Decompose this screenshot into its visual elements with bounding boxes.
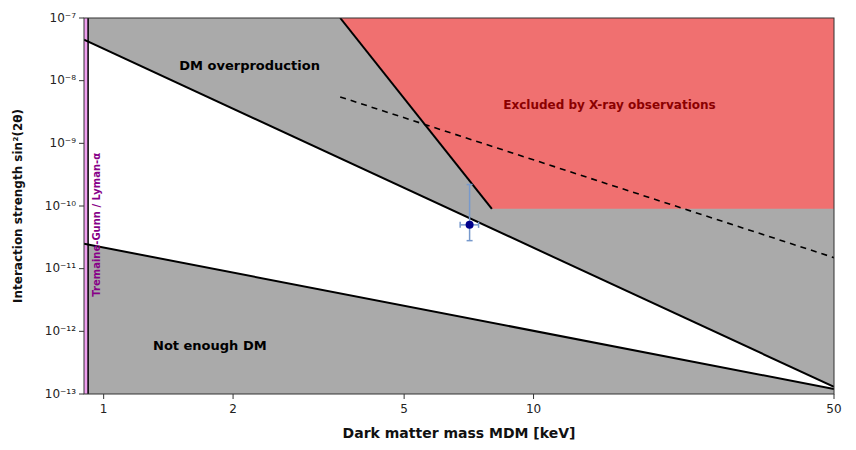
- plot-background: [84, 18, 834, 394]
- error-cap: [467, 240, 473, 242]
- x-tick: [533, 394, 534, 399]
- y-axis-label: Interaction strength sin²(2θ): [11, 109, 25, 303]
- band-edge: [87, 18, 89, 394]
- y-tick: [79, 143, 84, 144]
- region-label: Excluded by X-ray observations: [503, 98, 715, 112]
- region-label: DM overproduction: [179, 58, 320, 73]
- band-area: [84, 18, 88, 394]
- y-tick: [79, 268, 84, 269]
- x-tick: [404, 394, 405, 399]
- y-tick: [79, 206, 84, 207]
- x-tick-label: 5: [400, 402, 408, 416]
- y-tick-label: 10⁻⁹: [50, 136, 77, 150]
- boundary-line: [84, 244, 834, 389]
- boundary-line: [340, 18, 492, 209]
- x-tick: [233, 394, 234, 399]
- error-cap: [467, 184, 473, 186]
- x-tick-label: 50: [826, 402, 841, 416]
- region-area: [340, 18, 834, 209]
- plot-area: [84, 18, 834, 394]
- y-tick-label: 10⁻¹²: [45, 324, 76, 338]
- y-tick: [79, 394, 84, 395]
- x-tick: [834, 394, 835, 399]
- region-label: Not enough DM: [153, 338, 267, 353]
- y-tick: [79, 18, 84, 19]
- y-tick-label: 10⁻⁷: [50, 11, 77, 25]
- plot-frame: [84, 18, 834, 394]
- error-cap: [478, 222, 480, 228]
- dashed-line: [340, 97, 834, 258]
- band-label: Tremaine-Gunn / Lyman-α: [91, 153, 102, 297]
- y-tick-label: 10⁻⁸: [50, 73, 77, 87]
- y-tick-label: 10⁻¹¹: [45, 261, 76, 275]
- x-tick-label: 1: [100, 402, 108, 416]
- data-point: [466, 221, 474, 229]
- y-tick: [79, 80, 84, 81]
- error-cap: [459, 222, 461, 228]
- error-bar-y: [469, 185, 471, 241]
- y-tick-label: 10⁻¹⁰: [45, 199, 76, 213]
- y-tick: [79, 331, 84, 332]
- x-tick-label: 10: [526, 402, 541, 416]
- x-tick-label: 2: [229, 402, 237, 416]
- y-tick-label: 10⁻¹³: [45, 387, 76, 401]
- x-axis-label: Dark matter mass MDM [keV]: [343, 425, 576, 441]
- region-area: [84, 244, 834, 394]
- chart: DM overproduction Not enough DM Excluded b…: [0, 0, 856, 450]
- x-tick: [103, 394, 104, 399]
- boundary-line: [84, 40, 834, 387]
